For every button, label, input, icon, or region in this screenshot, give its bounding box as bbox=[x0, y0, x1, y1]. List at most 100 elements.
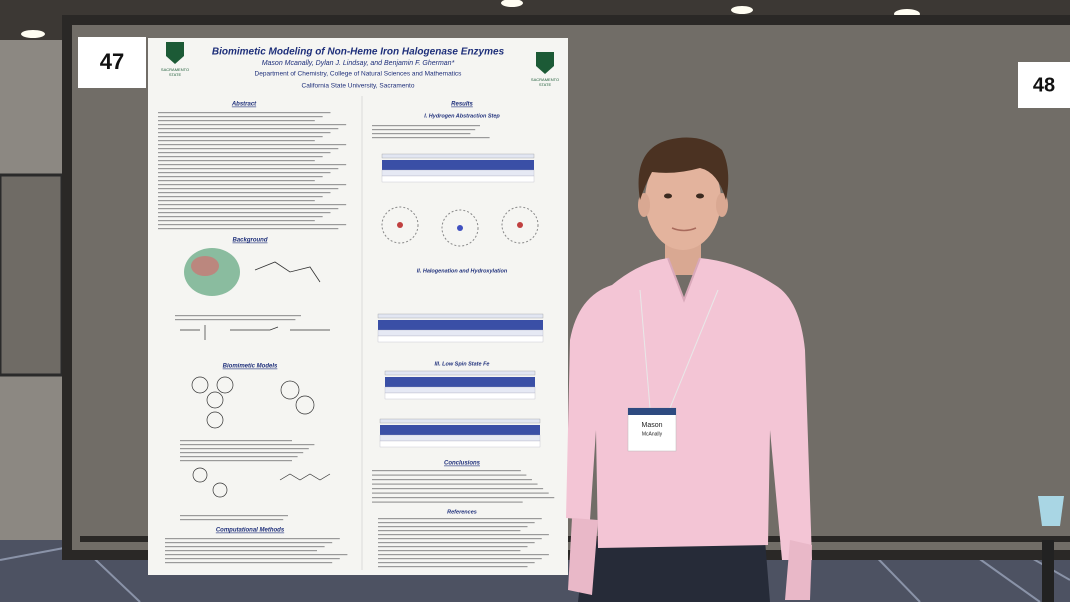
section-heading: II. Halogenation and Hydroxylation bbox=[417, 268, 508, 274]
atom bbox=[397, 222, 403, 228]
table-row bbox=[379, 440, 541, 448]
text-line bbox=[158, 168, 339, 170]
neighbor-board bbox=[0, 173, 64, 377]
text-line bbox=[372, 497, 555, 499]
text-line bbox=[158, 132, 331, 134]
text-line bbox=[180, 515, 288, 517]
table-header bbox=[378, 320, 543, 330]
booth-card bbox=[78, 37, 146, 88]
poster-department: Department of Chemistry, College of Natu… bbox=[255, 71, 463, 78]
cup bbox=[1038, 496, 1064, 526]
text-line bbox=[158, 184, 347, 186]
logo-shield bbox=[536, 52, 554, 74]
logo-text: STATE bbox=[169, 72, 182, 77]
hair bbox=[638, 137, 729, 200]
text-line bbox=[378, 538, 542, 540]
text-line bbox=[378, 550, 521, 552]
table-header bbox=[380, 425, 540, 435]
molecule bbox=[381, 206, 419, 244]
text-line bbox=[158, 136, 323, 138]
text-line bbox=[180, 456, 298, 458]
text-line bbox=[165, 542, 333, 544]
text-line bbox=[165, 558, 340, 560]
tables bbox=[377, 153, 544, 448]
section-heading: I. Hydrogen Abstraction Step bbox=[424, 113, 500, 119]
table-caption bbox=[379, 418, 541, 424]
text-line bbox=[158, 148, 339, 150]
shirt bbox=[566, 258, 812, 560]
booth-number: 47 bbox=[100, 49, 124, 74]
protein-figure bbox=[184, 248, 321, 296]
ceiling-light bbox=[501, 0, 523, 7]
booth-number: 48 bbox=[1033, 74, 1055, 96]
badge-header bbox=[628, 408, 676, 415]
table-header bbox=[385, 377, 535, 387]
pants bbox=[578, 540, 770, 602]
text-line bbox=[372, 479, 532, 481]
chain bbox=[279, 473, 331, 481]
table-row bbox=[384, 386, 536, 394]
text-line bbox=[378, 562, 535, 564]
section-heading: Abstract bbox=[231, 102, 257, 108]
text-line bbox=[158, 200, 315, 202]
eye bbox=[696, 193, 704, 199]
text-line bbox=[378, 542, 535, 544]
poster-title: Biomimetic Modeling of Non-Heme Iron Hal… bbox=[212, 47, 505, 58]
structure bbox=[254, 261, 321, 283]
text-line bbox=[372, 492, 549, 494]
text-line bbox=[372, 488, 544, 490]
text-line bbox=[378, 558, 542, 560]
molecules bbox=[381, 206, 539, 247]
ring bbox=[206, 411, 224, 429]
mouth bbox=[671, 227, 697, 232]
person: Mason McAnally bbox=[566, 137, 812, 602]
text-line bbox=[180, 440, 292, 442]
text-line bbox=[175, 319, 296, 321]
text-line bbox=[158, 208, 339, 210]
scheme bbox=[180, 325, 330, 340]
text-line bbox=[180, 452, 304, 454]
text-line bbox=[378, 522, 535, 524]
table-row bbox=[379, 434, 541, 442]
section-heading: III. Low Spin State Fe bbox=[434, 361, 489, 367]
text-line bbox=[158, 220, 315, 222]
eye bbox=[664, 193, 672, 199]
text-line bbox=[165, 538, 340, 540]
table-row bbox=[377, 335, 544, 343]
text-line bbox=[372, 474, 527, 476]
booth-card bbox=[1018, 62, 1070, 108]
text-line bbox=[165, 546, 325, 548]
text-line bbox=[158, 224, 347, 226]
text-line bbox=[158, 228, 339, 230]
table-row bbox=[384, 392, 536, 400]
protein bbox=[191, 256, 219, 276]
lanyard bbox=[669, 289, 719, 409]
ring bbox=[206, 391, 224, 409]
text-line bbox=[372, 133, 471, 135]
text-line bbox=[372, 137, 490, 139]
text-line bbox=[158, 212, 331, 214]
table-row bbox=[381, 175, 535, 183]
text-line bbox=[175, 315, 301, 317]
text-line bbox=[158, 156, 323, 158]
text-line bbox=[372, 470, 521, 472]
text-line bbox=[158, 180, 315, 182]
text-line bbox=[378, 530, 521, 532]
ring bbox=[295, 395, 315, 415]
text-line bbox=[158, 160, 315, 162]
section-heading: Conclusions bbox=[444, 461, 481, 467]
ring bbox=[212, 482, 228, 498]
lanyard bbox=[639, 289, 651, 409]
ring bbox=[192, 467, 208, 483]
text-line bbox=[180, 460, 292, 462]
ring bbox=[216, 376, 234, 394]
logo-shield bbox=[166, 42, 184, 64]
text-line bbox=[158, 188, 339, 190]
logo-text: SACRAMENTO bbox=[531, 77, 559, 82]
board-leg bbox=[1042, 540, 1054, 602]
section-heading: Computational Methods bbox=[216, 528, 285, 534]
text-line bbox=[180, 519, 284, 521]
text-line bbox=[158, 192, 331, 194]
